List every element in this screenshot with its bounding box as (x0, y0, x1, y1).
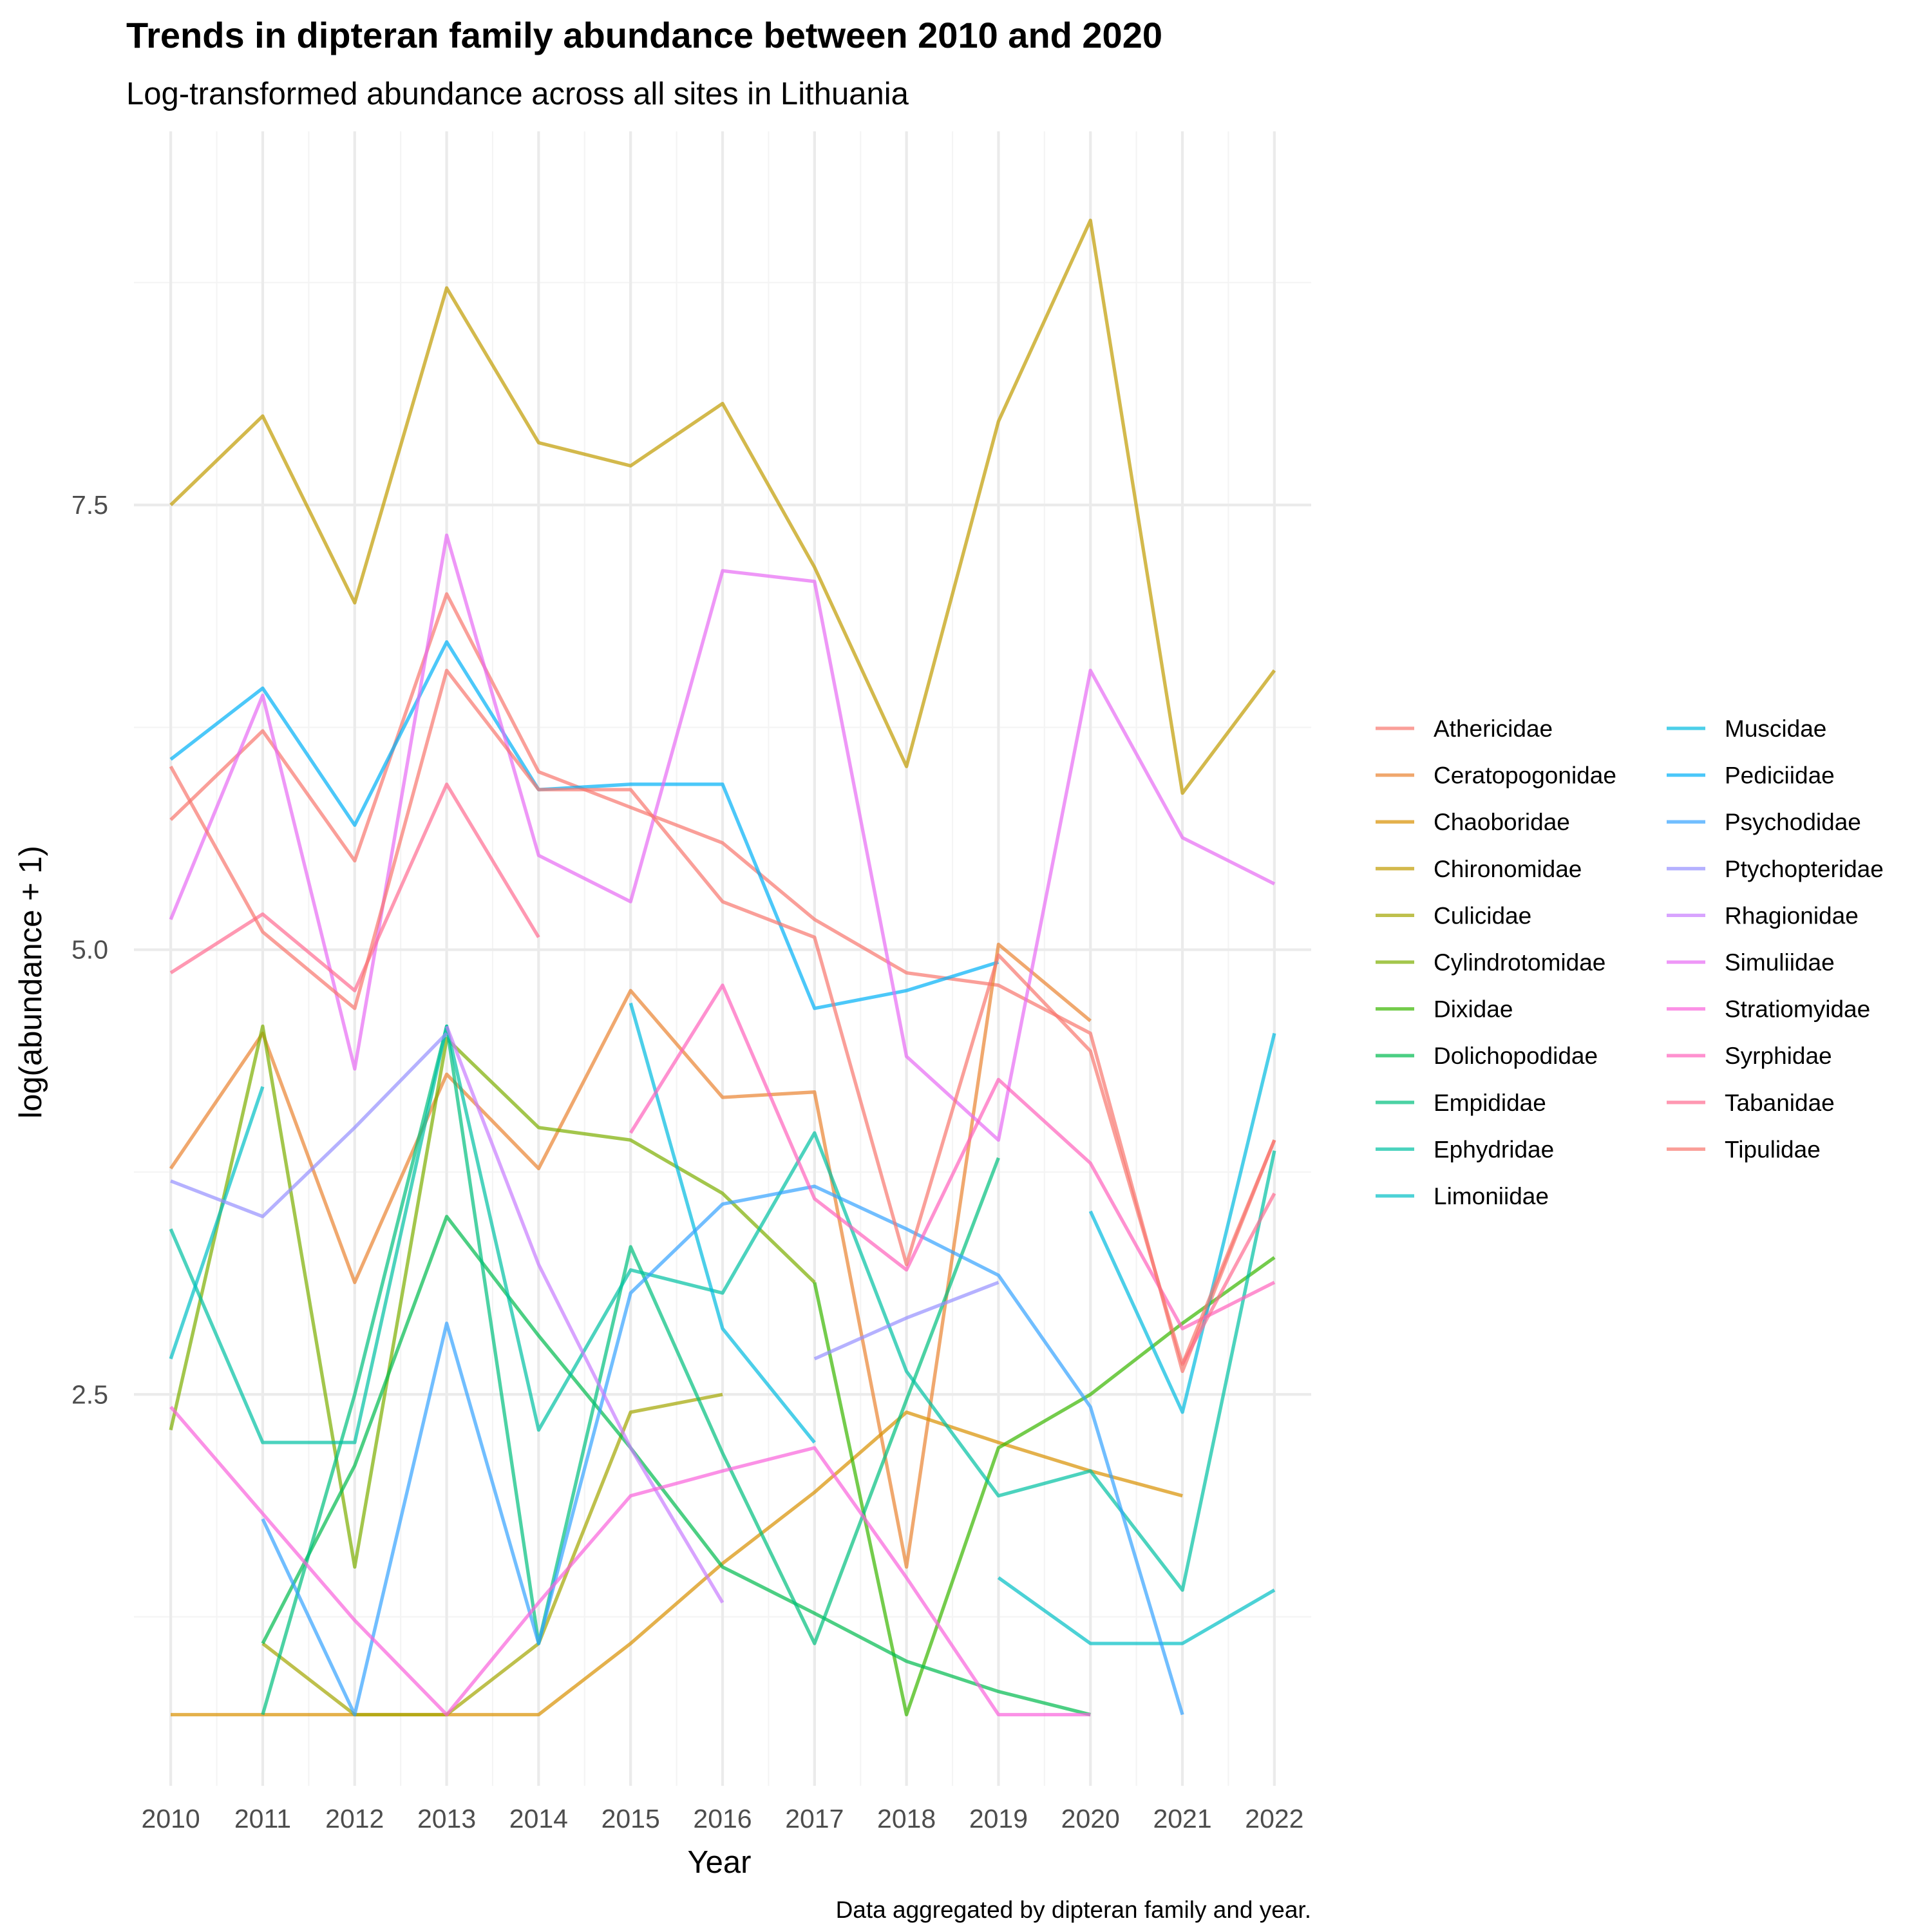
series-line-stratiomyidae (169, 1405, 1091, 1717)
y-tick-label: 7.5 (71, 490, 108, 520)
y-axis-ticks: 2.5 5.0 7.5 (71, 490, 108, 1409)
series-line-muscidae (1088, 1032, 1276, 1414)
legend-label: Cylindrotomidae (1434, 949, 1605, 976)
legend-label: Empididae (1434, 1090, 1546, 1116)
series-line-empididae (261, 1024, 1000, 1716)
series-line-chaoboridae (171, 1410, 1183, 1717)
series-line-ephydridae (169, 1024, 1276, 1592)
y-axis-title: log(abundance + 1) (14, 846, 48, 1119)
series-line-tipulidae (169, 668, 1276, 1366)
chart-title: Trends in dipteran family abundance betw… (126, 15, 1162, 55)
x-tick-label: 2014 (509, 1804, 568, 1833)
x-tick-label: 2012 (325, 1804, 384, 1833)
series-line-muscidae (629, 1002, 816, 1444)
x-tick-label: 2011 (234, 1804, 291, 1833)
series-line-psychodidae (261, 1184, 1184, 1717)
series-line-syrphidae (629, 983, 1276, 1331)
series-line-ptychopteridae (813, 1280, 999, 1361)
x-axis-ticks: 2010 2011 2012 2013 2014 2015 2016 2017 2018 2019… (142, 1804, 1304, 1833)
x-axis-title: Year (687, 1845, 751, 1880)
x-tick-label: 2021 (1153, 1804, 1211, 1833)
y-tick-label: 2.5 (71, 1379, 108, 1409)
series-line-limoniidae (169, 1086, 265, 1359)
series-line-pediciidae (169, 640, 999, 1010)
series-line-athericidae (169, 592, 1276, 1374)
x-tick-label: 2020 (1061, 1804, 1120, 1833)
y-tick-label: 5.0 (71, 935, 108, 965)
series-line-tabanidae (1180, 1192, 1276, 1365)
x-tick-label: 2018 (877, 1804, 936, 1833)
legend-label: Athericidae (1434, 715, 1553, 742)
legend: Athericidae Ceratopogonidae Chaoboridae Chi… (1376, 715, 1884, 1209)
series-line-culicidae (261, 1392, 723, 1717)
legend-label: Limoniidae (1434, 1183, 1549, 1209)
chart-caption: Data aggregated by dipteran family and y… (836, 1897, 1311, 1923)
legend-label: Simuliidae (1725, 949, 1835, 976)
legend-label: Tabanidae (1725, 1090, 1835, 1116)
legend-label: Ceratopogonidae (1434, 762, 1616, 789)
series-line-dixidae (813, 1256, 1276, 1717)
legend-label: Syrphidae (1725, 1043, 1832, 1069)
x-tick-label: 2019 (969, 1804, 1028, 1833)
series-line-limoniidae (997, 1576, 1276, 1645)
x-tick-label: 2017 (785, 1804, 844, 1833)
legend-label: Chironomidae (1434, 856, 1582, 882)
x-tick-label: 2010 (142, 1804, 200, 1833)
legend-label: Rhagionidae (1725, 902, 1859, 929)
series-line-simuliidae (169, 533, 1276, 1142)
series-line-cylindrotomidae (169, 1024, 816, 1569)
legend-label: Chaoboridae (1434, 809, 1570, 835)
legend-label: Dixidae (1434, 996, 1513, 1023)
x-tick-label: 2015 (601, 1804, 660, 1833)
x-tick-label: 2022 (1245, 1804, 1303, 1833)
x-tick-label: 2013 (417, 1804, 476, 1833)
legend-label: Culicidae (1434, 902, 1531, 929)
x-tick-label: 2016 (693, 1804, 752, 1833)
legend-label: Muscidae (1725, 715, 1826, 742)
legend-label: Tipulidae (1725, 1136, 1821, 1162)
series-line-chironomidae (169, 218, 1276, 795)
legend-label: Dolichopodidae (1434, 1043, 1598, 1069)
major-gridlines (134, 131, 1311, 1786)
legend-label: Psychodidae (1725, 809, 1861, 835)
legend-label: Pediciidae (1725, 762, 1835, 789)
series-lines (169, 218, 1276, 1717)
series-line-rhagionidae (445, 1025, 724, 1604)
series-line-tabanidae (169, 782, 540, 992)
legend-label: Ephydridae (1434, 1136, 1554, 1162)
series-line-dolichopodidae (261, 1215, 1091, 1717)
chart-subtitle: Log-transformed abundance across all sit… (126, 77, 909, 111)
legend-label: Stratiomyidae (1725, 996, 1870, 1023)
series-line-ceratopogonidae (169, 942, 1092, 1569)
series-line-ptychopteridae (170, 1032, 448, 1218)
legend-label: Ptychopteridae (1725, 856, 1884, 882)
